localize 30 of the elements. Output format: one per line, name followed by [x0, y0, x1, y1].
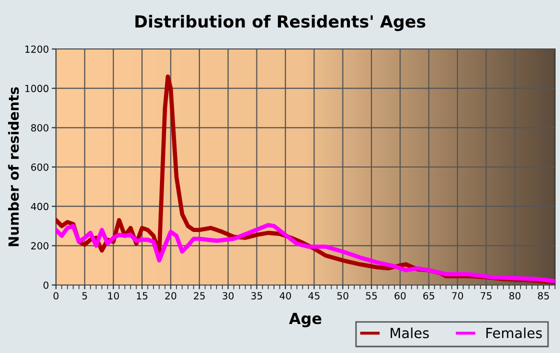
x-tick-label: 75 [480, 292, 492, 300]
x-tick-label: 10 [108, 292, 119, 300]
x-tick-label: 60 [394, 292, 406, 300]
x-tick-label: 45 [308, 292, 320, 300]
y-tick-label: 0 [44, 281, 48, 289]
y-tick-label: 800 [31, 124, 48, 132]
x-tick-label: 65 [423, 292, 434, 300]
x-tick-label: 85 [538, 292, 549, 300]
y-tick-label: 1000 [25, 84, 48, 92]
x-tick-label: 0 [54, 292, 58, 300]
chart-title: Distribution of Residents' Ages [135, 14, 426, 32]
x-tick-label: 50 [337, 292, 348, 300]
x-tick-label: 55 [366, 292, 377, 300]
y-tick-label: 1200 [25, 45, 48, 53]
x-tick-label: 30 [222, 292, 234, 300]
y-axis-title: Number of residents [8, 87, 19, 246]
y-tick-label: 200 [31, 242, 48, 250]
x-tick-label: 40 [280, 292, 291, 300]
legend-label: Females [486, 328, 542, 338]
x-tick-label: 15 [136, 292, 148, 300]
x-tick-label: 5 [82, 292, 87, 300]
y-tick-label: 600 [31, 163, 48, 171]
y-tick-label: 400 [30, 202, 48, 210]
x-axis-title: Age [289, 312, 322, 328]
x-tick-label: 35 [251, 292, 262, 300]
x-tick-label: 20 [165, 292, 176, 300]
x-tick-label: 70 [452, 292, 464, 300]
x-tick-label: 25 [194, 292, 205, 300]
legend-label: Males [390, 328, 429, 338]
x-tick-label: 80 [509, 292, 520, 300]
